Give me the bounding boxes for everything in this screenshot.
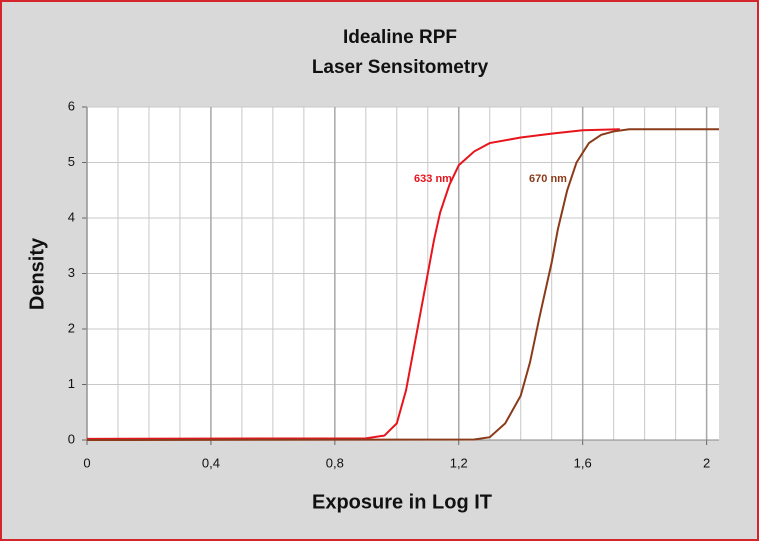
series-line — [86, 128, 719, 441]
chart-title: Idealine RPF — [343, 27, 457, 48]
y-tick-label: 0 — [68, 431, 75, 446]
chart-subtitle: Laser Sensitometry — [312, 57, 489, 78]
x-tick-label: 0 — [83, 455, 90, 470]
y-tick-label: 4 — [68, 209, 75, 224]
y-tick-label: 5 — [68, 154, 75, 169]
x-axis-label: Exposure in Log IT — [312, 491, 492, 513]
x-tick-label: 2 — [703, 455, 710, 470]
y-tick-label: 2 — [68, 320, 75, 335]
y-axis-label: Density — [26, 237, 48, 310]
series-line — [86, 128, 620, 440]
annotation: 670 nm — [529, 173, 567, 185]
x-tick-label: 0,4 — [202, 455, 220, 470]
x-tick-label: 0,8 — [326, 455, 344, 470]
annotation: 633 nm — [414, 173, 452, 185]
x-tick-label: 1,6 — [574, 455, 592, 470]
y-tick-label: 3 — [68, 265, 75, 280]
y-tick-label: 6 — [68, 98, 75, 113]
x-tick-label: 1,2 — [450, 455, 468, 470]
y-tick-label: 1 — [68, 376, 75, 391]
